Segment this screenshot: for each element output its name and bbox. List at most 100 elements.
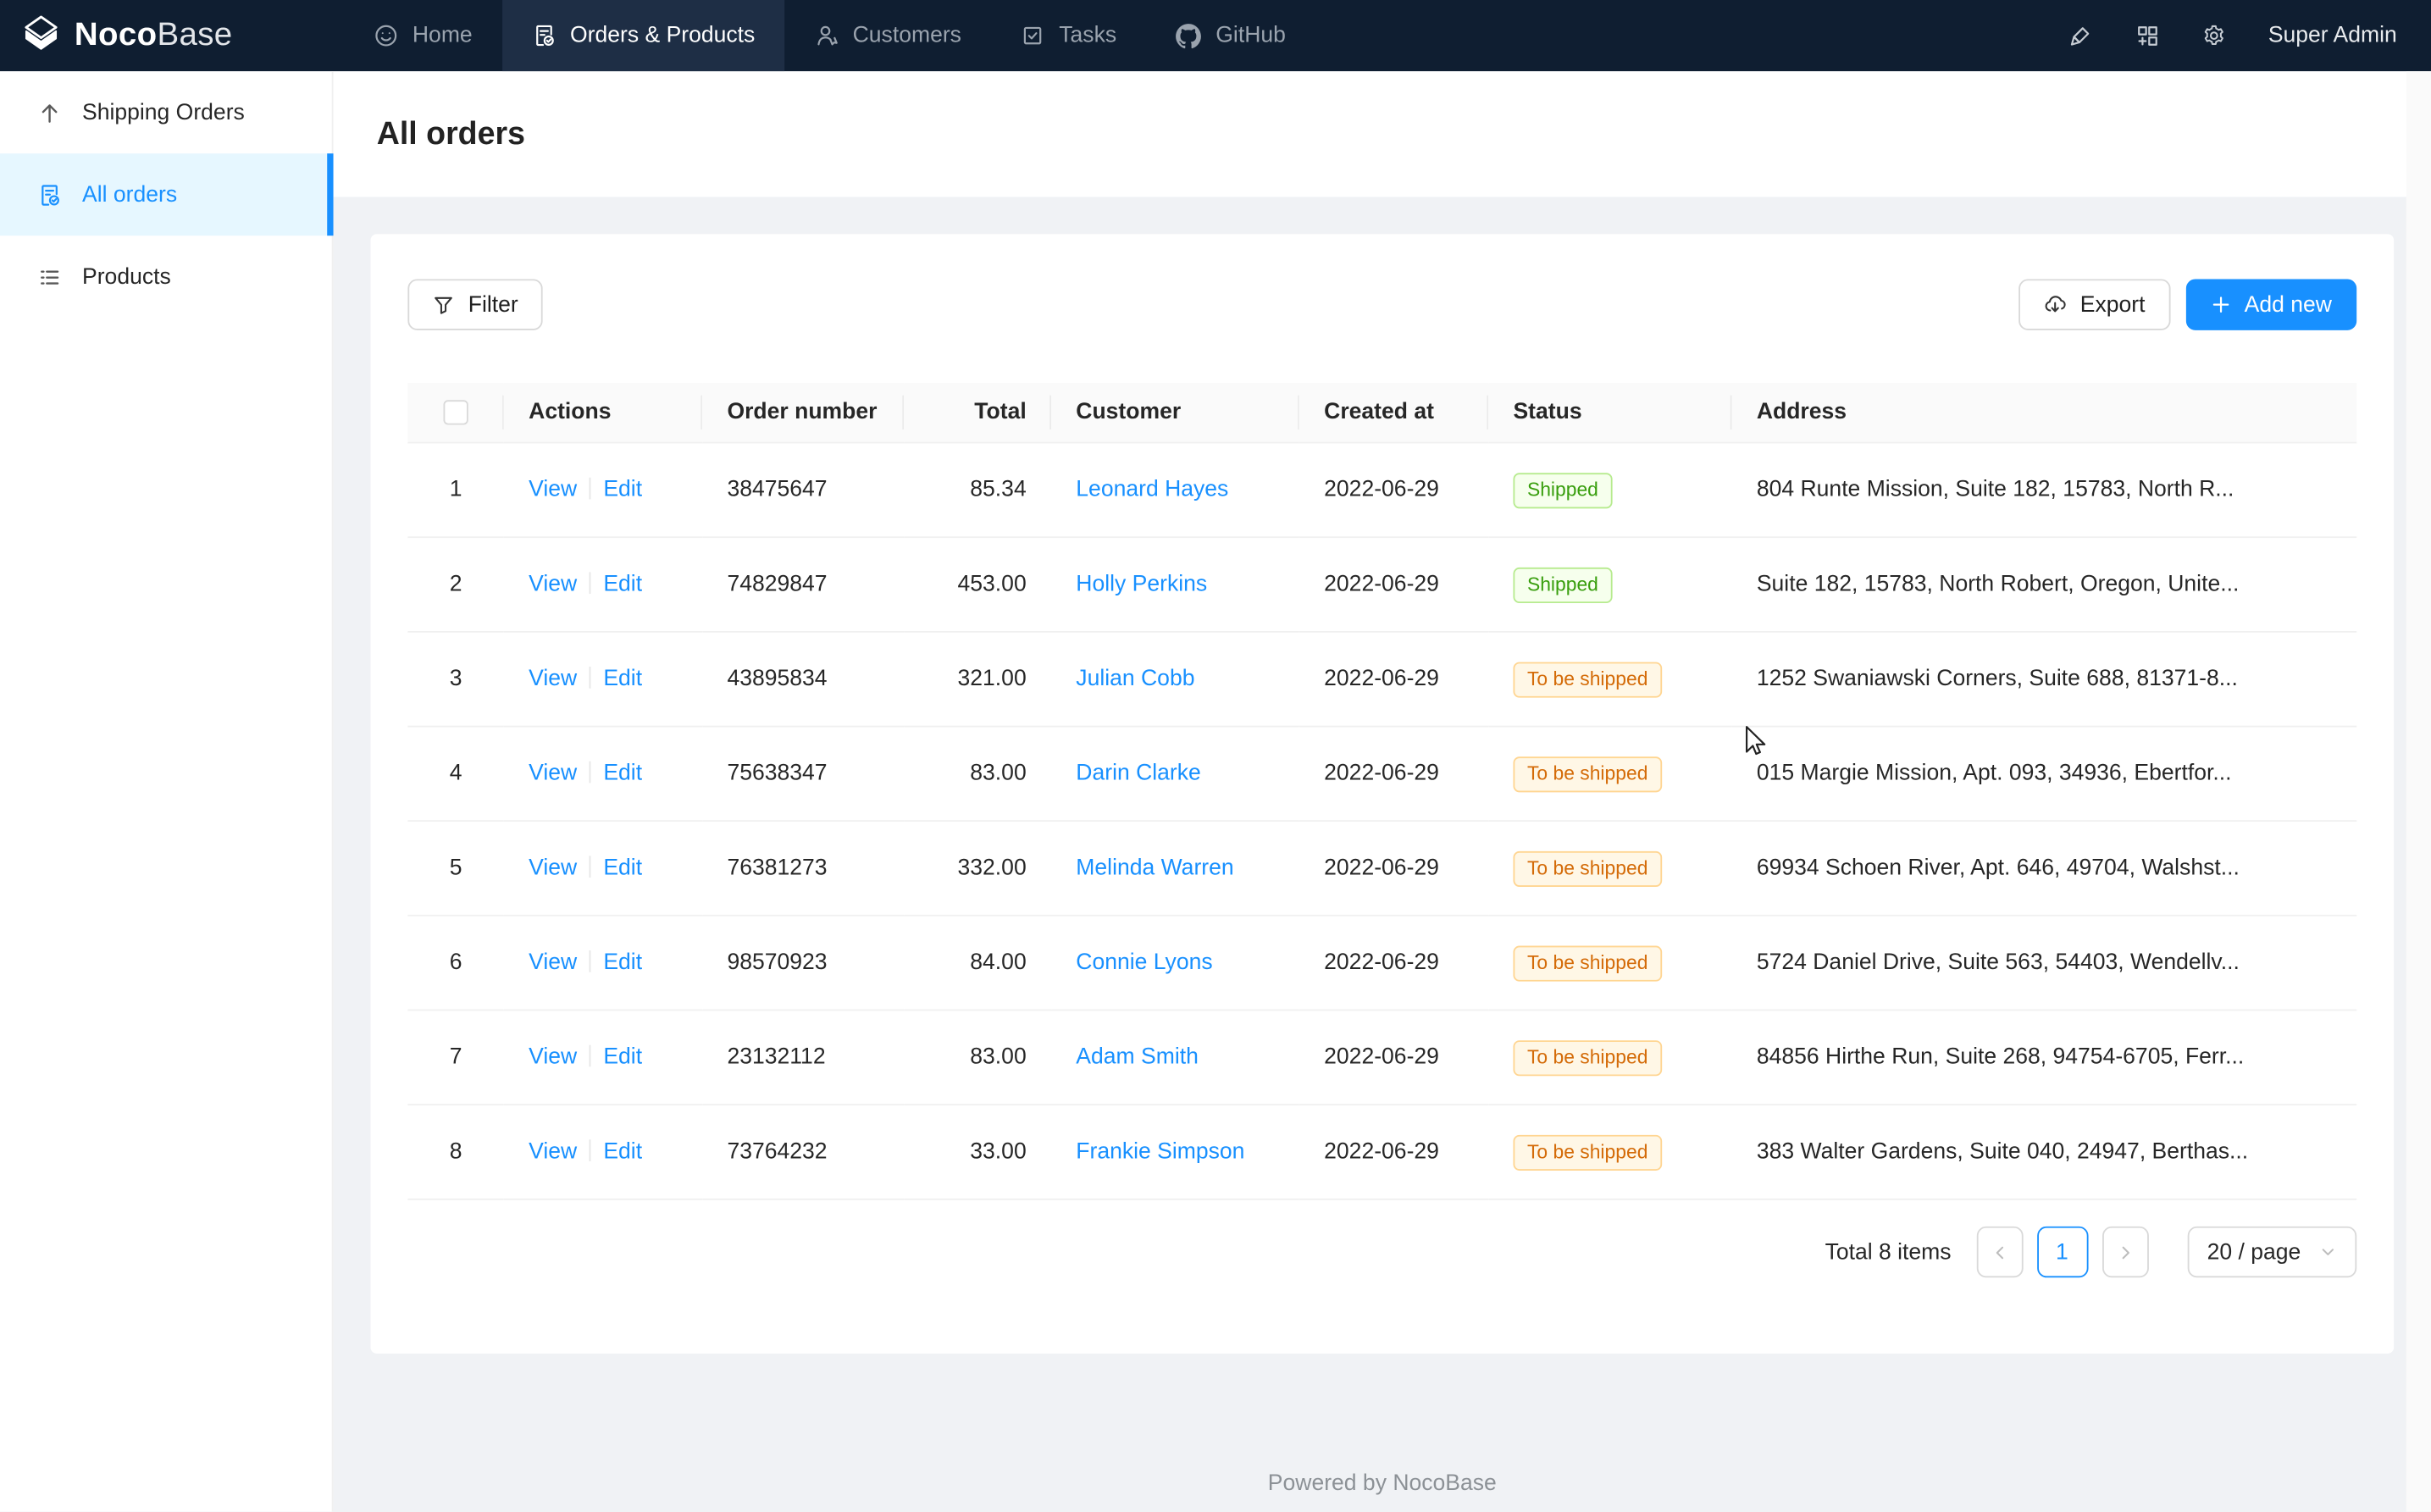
view-link[interactable]: View	[529, 762, 577, 786]
nav-tab-orders-products[interactable]: Orders & Products	[501, 0, 784, 71]
action-divider	[590, 856, 591, 878]
smiley-icon	[374, 23, 398, 47]
highlighter-icon[interactable]	[2068, 23, 2093, 47]
status-badge: To be shipped	[1513, 945, 1661, 981]
row-index-cell: 2	[407, 538, 503, 633]
total-cell: 453.00	[904, 538, 1051, 633]
view-link[interactable]: View	[529, 667, 577, 691]
previous-page-button[interactable]	[1976, 1227, 2023, 1277]
view-link[interactable]: View	[529, 856, 577, 881]
edit-link[interactable]: Edit	[603, 1140, 642, 1165]
nav-tab-label: Customers	[853, 23, 961, 47]
row-index: 7	[450, 1045, 462, 1070]
total-cell: 33.00	[904, 1105, 1051, 1200]
customer-link[interactable]: Connie Lyons	[1076, 950, 1212, 975]
table-row: 1 ViewEdit 38475647 85.34 Leonard Hayes …	[407, 444, 2356, 539]
order-number-cell: 98570923	[702, 917, 904, 1011]
customer-link[interactable]: Adam Smith	[1076, 1045, 1199, 1070]
user-menu[interactable]: Super Admin	[2268, 23, 2397, 47]
view-link[interactable]: View	[529, 573, 577, 597]
sidebar-item-all-orders[interactable]: All orders	[0, 153, 332, 235]
sidebar-item-products[interactable]: Products	[0, 235, 332, 318]
content-area: Filter Export	[334, 197, 2431, 1511]
powered-by-footer: Powered by NocoBase	[334, 1471, 2431, 1496]
customer-link[interactable]: Darin Clarke	[1076, 762, 1201, 786]
created-at-cell: 2022-06-29	[1299, 917, 1488, 1011]
view-link[interactable]: View	[529, 1045, 577, 1070]
total-cell: 332.00	[904, 822, 1051, 917]
row-index: 3	[450, 667, 462, 691]
arrow-up-icon	[37, 100, 62, 125]
column-header-order-number: Order number	[702, 383, 904, 444]
row-index-cell: 4	[407, 728, 503, 822]
total-cell: 83.00	[904, 728, 1051, 822]
created-at-cell: 2022-06-29	[1299, 633, 1488, 728]
nocobase-brand[interactable]: NocoBase	[0, 0, 344, 71]
top-navigation: NocoBase Home	[0, 0, 2431, 71]
vertical-scrollbar[interactable]	[2406, 71, 2431, 1511]
nav-tab-customers[interactable]: Customers	[784, 0, 991, 71]
view-link[interactable]: View	[529, 950, 577, 975]
customer-link[interactable]: Holly Perkins	[1076, 573, 1207, 597]
table-row: 5 ViewEdit 76381273 332.00 Melinda Warre…	[407, 822, 2356, 917]
orders-card: Filter Export	[370, 234, 2394, 1354]
cloud-download-icon	[2043, 293, 2066, 316]
action-divider	[590, 950, 591, 972]
nav-tab-tasks[interactable]: Tasks	[991, 0, 1146, 71]
customer-cell: Leonard Hayes	[1051, 444, 1299, 539]
customer-link[interactable]: Julian Cobb	[1076, 667, 1194, 691]
header-select-all-cell	[407, 383, 503, 444]
next-page-button[interactable]	[2102, 1227, 2148, 1277]
edit-link[interactable]: Edit	[603, 856, 642, 881]
status-cell: To be shipped	[1488, 1011, 1731, 1106]
table-row: 4 ViewEdit 75638347 83.00 Darin Clarke 2…	[407, 728, 2356, 822]
view-link[interactable]: View	[529, 1140, 577, 1165]
customer-cell: Melinda Warren	[1051, 822, 1299, 917]
row-actions-cell: View Edit	[504, 444, 702, 539]
gear-icon[interactable]	[2201, 23, 2226, 47]
row-index: 2	[450, 573, 462, 597]
row-index: 8	[450, 1140, 462, 1165]
created-at-cell: 2022-06-29	[1299, 1105, 1488, 1200]
edit-link[interactable]: Edit	[603, 573, 642, 597]
edit-link[interactable]: Edit	[603, 478, 642, 502]
column-header-total: Total	[904, 383, 1051, 444]
page-size-select[interactable]: 20 / page	[2187, 1227, 2356, 1277]
row-index: 4	[450, 762, 462, 786]
row-index-cell: 1	[407, 444, 503, 539]
edit-link[interactable]: Edit	[603, 1045, 642, 1070]
filter-button[interactable]: Filter	[407, 279, 543, 330]
status-cell: To be shipped	[1488, 633, 1731, 728]
status-badge: To be shipped	[1513, 662, 1661, 697]
status-badge: To be shipped	[1513, 1040, 1661, 1076]
row-index: 1	[450, 478, 462, 502]
blocks-plus-icon[interactable]	[2135, 23, 2159, 47]
filter-icon	[433, 294, 455, 316]
customer-link[interactable]: Leonard Hayes	[1076, 478, 1228, 502]
nav-tab-label: Home	[413, 23, 473, 47]
nav-tab-home[interactable]: Home	[344, 0, 501, 71]
pagination: Total 8 items 1 20 / page	[407, 1227, 2356, 1277]
sidebar-item-shipping-orders[interactable]: Shipping Orders	[0, 71, 332, 153]
edit-link[interactable]: Edit	[603, 667, 642, 691]
select-all-checkbox[interactable]	[443, 401, 468, 425]
nav-tab-label: Tasks	[1059, 23, 1116, 47]
table-toolbar: Filter Export	[407, 279, 2356, 330]
edit-link[interactable]: Edit	[603, 950, 642, 975]
column-header-address: Address	[1732, 383, 2357, 444]
nav-tab-github[interactable]: GitHub	[1146, 0, 1315, 71]
customer-link[interactable]: Frankie Simpson	[1076, 1140, 1244, 1165]
page-1-button[interactable]: 1	[2036, 1227, 2087, 1277]
customer-link[interactable]: Melinda Warren	[1076, 856, 1233, 881]
edit-link[interactable]: Edit	[603, 762, 642, 786]
status-badge: To be shipped	[1513, 850, 1661, 886]
export-button[interactable]: Export	[2018, 279, 2170, 330]
toolbar-right: Export Add new	[2018, 279, 2357, 330]
plus-icon	[2210, 295, 2230, 315]
add-new-button[interactable]: Add new	[2185, 279, 2356, 330]
address-cell: 804 Runte Mission, Suite 182, 15783, Nor…	[1732, 444, 2357, 539]
sidebar-item-label: All orders	[82, 182, 177, 207]
view-link[interactable]: View	[529, 478, 577, 502]
status-badge: Shipped	[1513, 473, 1612, 508]
row-actions-cell: View Edit	[504, 1011, 702, 1106]
